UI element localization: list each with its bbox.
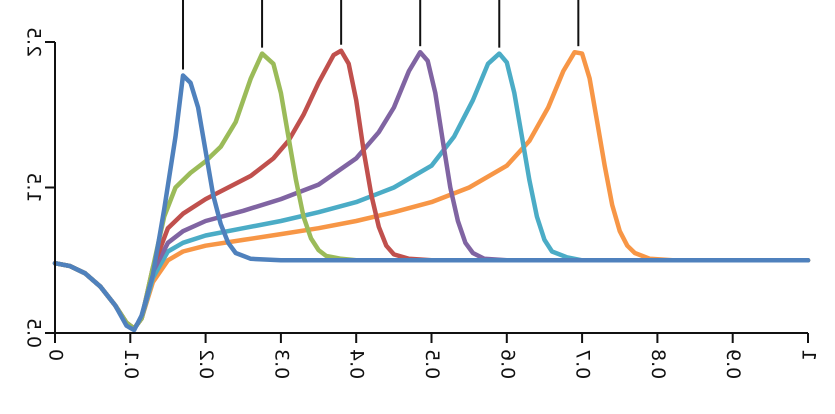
- x-tick-label: 0.1: [120, 349, 142, 379]
- axes: 0 0.1 0.2 0.3 0.4 0.5 0.6 0.7 0.8 0.9 1 0.5 1.5 2.5: [23, 27, 820, 379]
- x-tick-label: 0.4: [346, 349, 368, 379]
- x-tick-label: 1: [798, 349, 820, 361]
- x-tick-label: 0.7: [572, 349, 594, 379]
- plot-area: [52, 0, 811, 333]
- y-tick-label: 1.5: [23, 172, 45, 202]
- series-line-1: [52, 73, 811, 333]
- x-tick-label: 0.8: [647, 349, 669, 379]
- x-tick-label: 0.5: [421, 349, 443, 379]
- x-tick-label: 0.9: [722, 349, 744, 379]
- y-tick-label: 0.5: [23, 318, 45, 348]
- x-tick-label: 0.3: [270, 349, 292, 379]
- x-tick-label: 0.2: [195, 349, 217, 379]
- x-tick-label: 0.6: [496, 349, 518, 379]
- y-tick-label: 2.5: [23, 27, 45, 57]
- x-tick-label: 0: [45, 349, 67, 361]
